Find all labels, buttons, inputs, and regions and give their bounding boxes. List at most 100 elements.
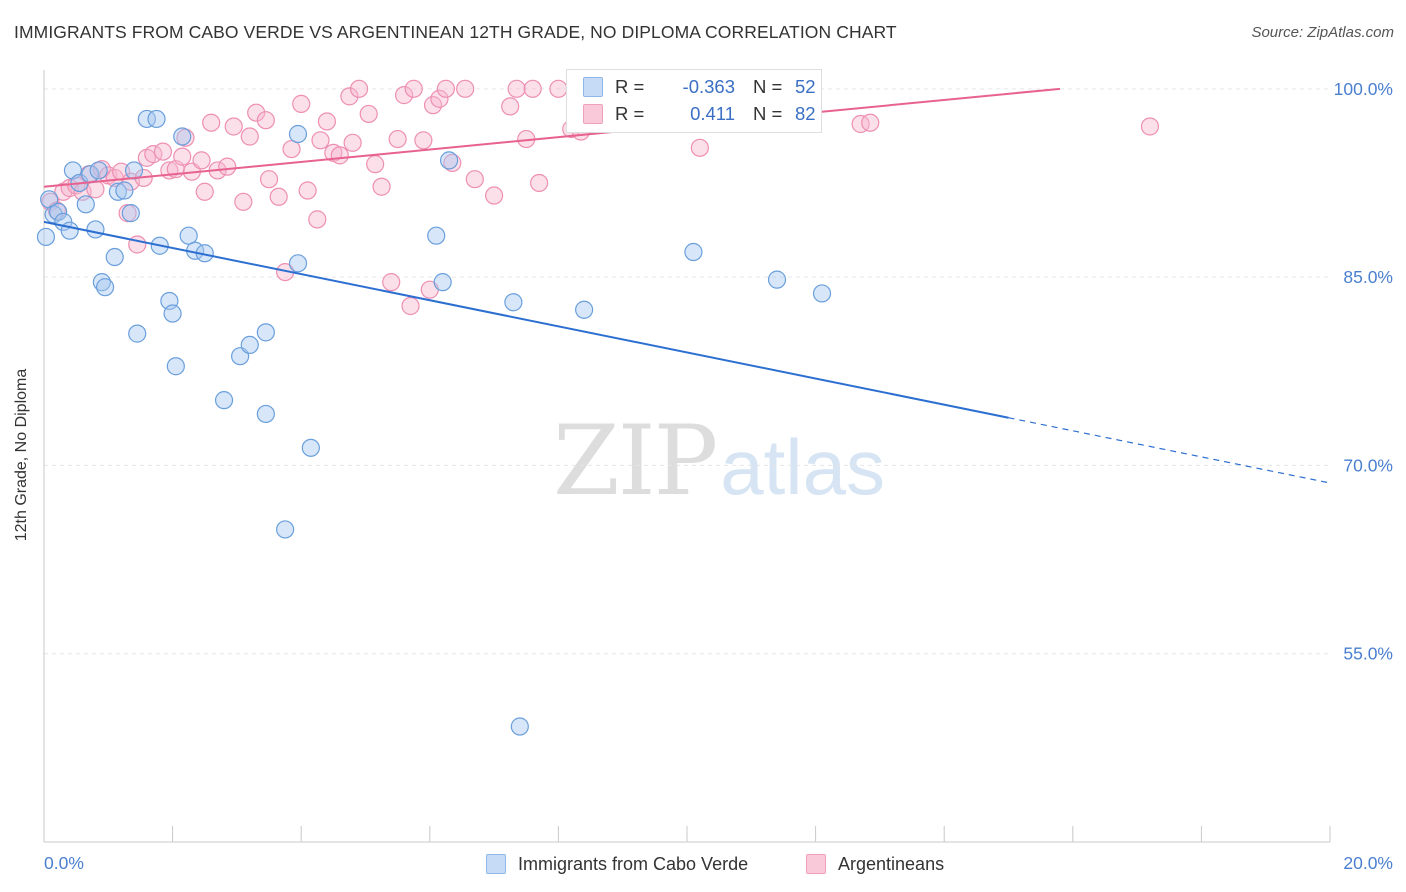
axes [43, 70, 1331, 843]
cabo-verde-point [510, 717, 529, 736]
cabo-verde-point [92, 273, 111, 292]
cabo-verde-point [108, 182, 128, 201]
argentineans-point [394, 86, 414, 105]
legend-r-value: 0.411 [690, 103, 735, 124]
cabo-verde-point [89, 161, 108, 180]
cabo-verde-point [173, 127, 192, 146]
argentineans-point [388, 129, 407, 149]
watermark-zip: ZIP [553, 405, 718, 517]
argentineans-point [523, 79, 542, 98]
cabo-verde-point [240, 335, 259, 355]
argentineans-point [349, 79, 369, 98]
legend-r-label: R = [615, 76, 645, 97]
cabo-verde-point [121, 204, 140, 223]
argentineans-point [382, 273, 401, 292]
cabo-verde-point [95, 278, 115, 297]
cabo-verde-point [427, 226, 446, 245]
cabo-verde-point [433, 273, 452, 292]
legend-swatch-pink [583, 104, 603, 124]
argentineans-point [359, 104, 378, 124]
x-tick-label: 20.0% [1343, 853, 1393, 873]
cabo-verde-point [301, 438, 320, 457]
cabo-verde-point [105, 247, 124, 267]
zipatlas-watermark: ZIPatlas [553, 405, 885, 517]
argentineans-point [340, 87, 359, 106]
cabo-verde-point [812, 284, 832, 303]
cabo-verde-point [124, 161, 144, 180]
argentineans-point [256, 111, 275, 130]
argentineans-point [298, 181, 317, 200]
argentineans-point [1140, 117, 1160, 136]
legend-r-value: -0.363 [682, 76, 735, 97]
y-tick-label: 100.0% [1334, 79, 1393, 99]
x-tick-label: 0.0% [44, 853, 84, 873]
cabo-verde-point [288, 124, 308, 144]
cabo-verde-trend-line [43, 220, 1009, 419]
argentineans-point [234, 192, 253, 211]
cabo-verde-point [137, 109, 156, 129]
argentineans-point [282, 139, 301, 159]
cabo-verde-point [166, 357, 185, 376]
cabo-verde-points [36, 109, 832, 736]
y-tick-label: 85.0% [1343, 267, 1393, 287]
legend-n-label: N = [753, 76, 783, 97]
watermark-atlas: atlas [720, 423, 885, 511]
legend-swatch-blue [486, 854, 506, 874]
cabo-verde-point [276, 520, 295, 539]
cabo-verde-point [36, 227, 56, 247]
argentineans-point [269, 187, 288, 206]
cabo-verde-point [115, 181, 134, 200]
legend-label-cabo-verde: Immigrants from Cabo Verde [518, 853, 749, 874]
argentineans-point [224, 117, 243, 136]
cabo-verde-point [504, 293, 523, 312]
cabo-verde-point [684, 242, 703, 262]
cabo-verde-trend-extension [1008, 417, 1331, 484]
argentineans-point [530, 173, 549, 193]
argentineans-trend-line [43, 87, 1061, 188]
cabo-verde-point [288, 254, 308, 273]
legend-row-cabo-verde: R = -0.363 N = 52 [583, 75, 816, 99]
argentineans-point [690, 138, 709, 157]
argentineans-point [549, 79, 568, 98]
x-tick-labels: 0.0% 20.0% [44, 853, 1393, 873]
source-label: Source: ZipAtlas.com [1251, 24, 1394, 41]
cabo-verde-point [256, 404, 275, 424]
cabo-verde-point [575, 300, 594, 319]
cabo-verde-point [86, 220, 105, 239]
legend-row-argentineans: R = 0.411 N = 82 [583, 102, 816, 126]
argentineans-point [443, 153, 462, 172]
argentineans-point [153, 142, 173, 161]
legend-n-label: N = [753, 103, 783, 124]
argentineans-point [192, 151, 211, 170]
y-tick-label: 55.0% [1343, 644, 1393, 664]
cabo-verde-point [76, 195, 95, 214]
argentineans-point [247, 103, 266, 122]
argentineans-point [372, 177, 391, 196]
legend-r-label: R = [615, 103, 645, 124]
y-tick-labels: 100.0% 85.0% 70.0% 55.0% [1334, 79, 1393, 664]
bottom-legend-argentineans: Argentineans [806, 851, 944, 877]
argentineans-point [507, 79, 526, 98]
argentineans-point [311, 131, 330, 150]
legend-n-value: 52 [795, 76, 816, 97]
cabo-verde-point [214, 391, 234, 410]
legend-label-argentineans: Argentineans [838, 853, 945, 874]
bottom-legend-cabo-verde: Immigrants from Cabo Verde [486, 851, 748, 877]
argentineans-point [259, 170, 279, 189]
cabo-verde-point [147, 109, 166, 129]
correlation-legend: R = -0.363 N = 52 R = 0.411 N = 82 [566, 69, 822, 133]
argentineans-point [240, 127, 259, 146]
argentineans-point [202, 113, 221, 132]
argentineans-point [195, 182, 214, 201]
y-tick-label: 70.0% [1343, 455, 1393, 475]
legend-swatch-pink [806, 854, 826, 874]
legend-swatch-blue [583, 77, 603, 97]
grid-lines [44, 88, 1330, 655]
argentineans-point [128, 235, 147, 254]
cabo-verde-point [163, 304, 182, 323]
trend-lines [43, 87, 1331, 484]
argentineans-point [851, 114, 870, 134]
cabo-verde-point [60, 221, 79, 240]
argentineans-point [317, 112, 337, 131]
